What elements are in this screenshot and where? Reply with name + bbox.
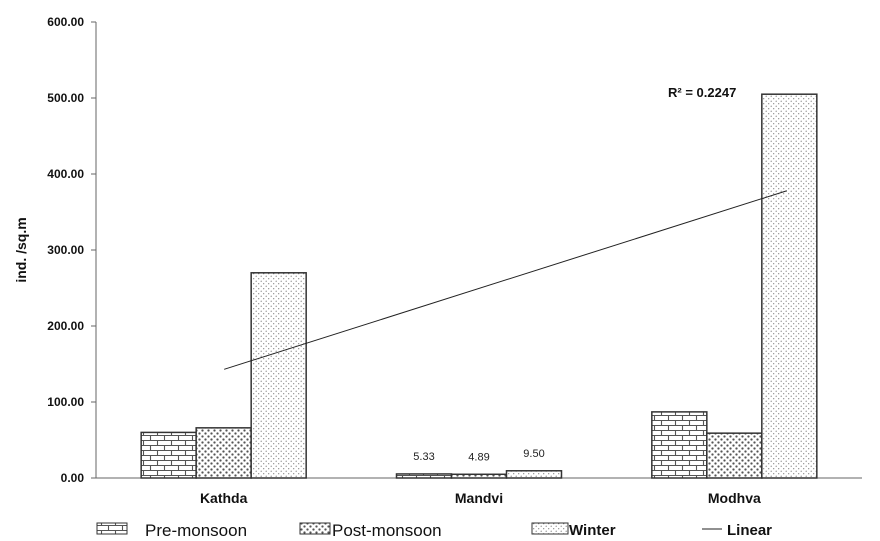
y-axis-ticks: 0.00 100.00 200.00 300.00 400.00 500.00 600.00 xyxy=(47,15,96,485)
bars-group xyxy=(140,93,818,479)
legend-swatch-pre-monsoon xyxy=(96,522,128,535)
bar-kathda-winter xyxy=(250,272,307,479)
legend-label-winter: Winter xyxy=(569,522,616,539)
y-tick-label: 300.00 xyxy=(47,243,84,257)
bar-modhva-pre-monsoon xyxy=(651,411,708,479)
bar-mandvi-pre-monsoon xyxy=(395,473,453,479)
legend-label-post-monsoon: Post-monsoon xyxy=(332,521,442,540)
bar-mandvi-post-monsoon xyxy=(450,473,508,479)
category-label-mandvi: Mandvi xyxy=(455,490,503,506)
legend-swatch-post-monsoon xyxy=(299,522,331,535)
y-tick-label: 100.00 xyxy=(47,395,84,409)
legend-swatch-winter xyxy=(531,522,569,535)
category-labels-group: Kathda Mandvi Modhva xyxy=(200,490,761,506)
bar-modhva-post-monsoon xyxy=(706,432,763,479)
bar-mandvi-winter xyxy=(505,470,563,479)
y-tick-label: 200.00 xyxy=(47,319,84,333)
y-tick-label: 600.00 xyxy=(47,15,84,29)
linear-trendline xyxy=(224,190,787,370)
bar-kathda-post-monsoon xyxy=(195,427,252,479)
category-label-kathda: Kathda xyxy=(200,490,248,506)
data-labels-group: 5.33 4.89 9.50 xyxy=(413,448,544,464)
data-label-mandvi-pre-monsoon: 5.33 xyxy=(413,451,434,463)
data-label-mandvi-winter: 9.50 xyxy=(523,448,544,460)
legend-item-winter: Winter xyxy=(531,522,616,539)
legend-label-pre-monsoon: Pre-monsoon xyxy=(145,521,247,540)
legend-label-linear: Linear xyxy=(727,522,772,539)
bar-modhva-winter xyxy=(761,93,818,479)
legend-item-post-monsoon: Post-monsoon xyxy=(299,521,442,540)
legend-item-pre-monsoon: Pre-monsoon xyxy=(96,521,247,540)
data-label-mandvi-post-monsoon: 4.89 xyxy=(468,451,489,463)
bar-kathda-pre-monsoon xyxy=(140,431,197,479)
y-tick-label: 500.00 xyxy=(47,91,84,105)
r-squared-annotation: R² = 0.2247 xyxy=(668,85,736,100)
legend: Pre-monsoon Post-monsoon Winter Linear xyxy=(96,521,772,540)
legend-item-linear: Linear xyxy=(702,522,772,539)
y-tick-label: 400.00 xyxy=(47,167,84,181)
category-label-modhva: Modhva xyxy=(708,490,761,506)
y-axis-label: ind. /sq.m xyxy=(13,217,29,282)
y-tick-label: 0.00 xyxy=(61,471,85,485)
